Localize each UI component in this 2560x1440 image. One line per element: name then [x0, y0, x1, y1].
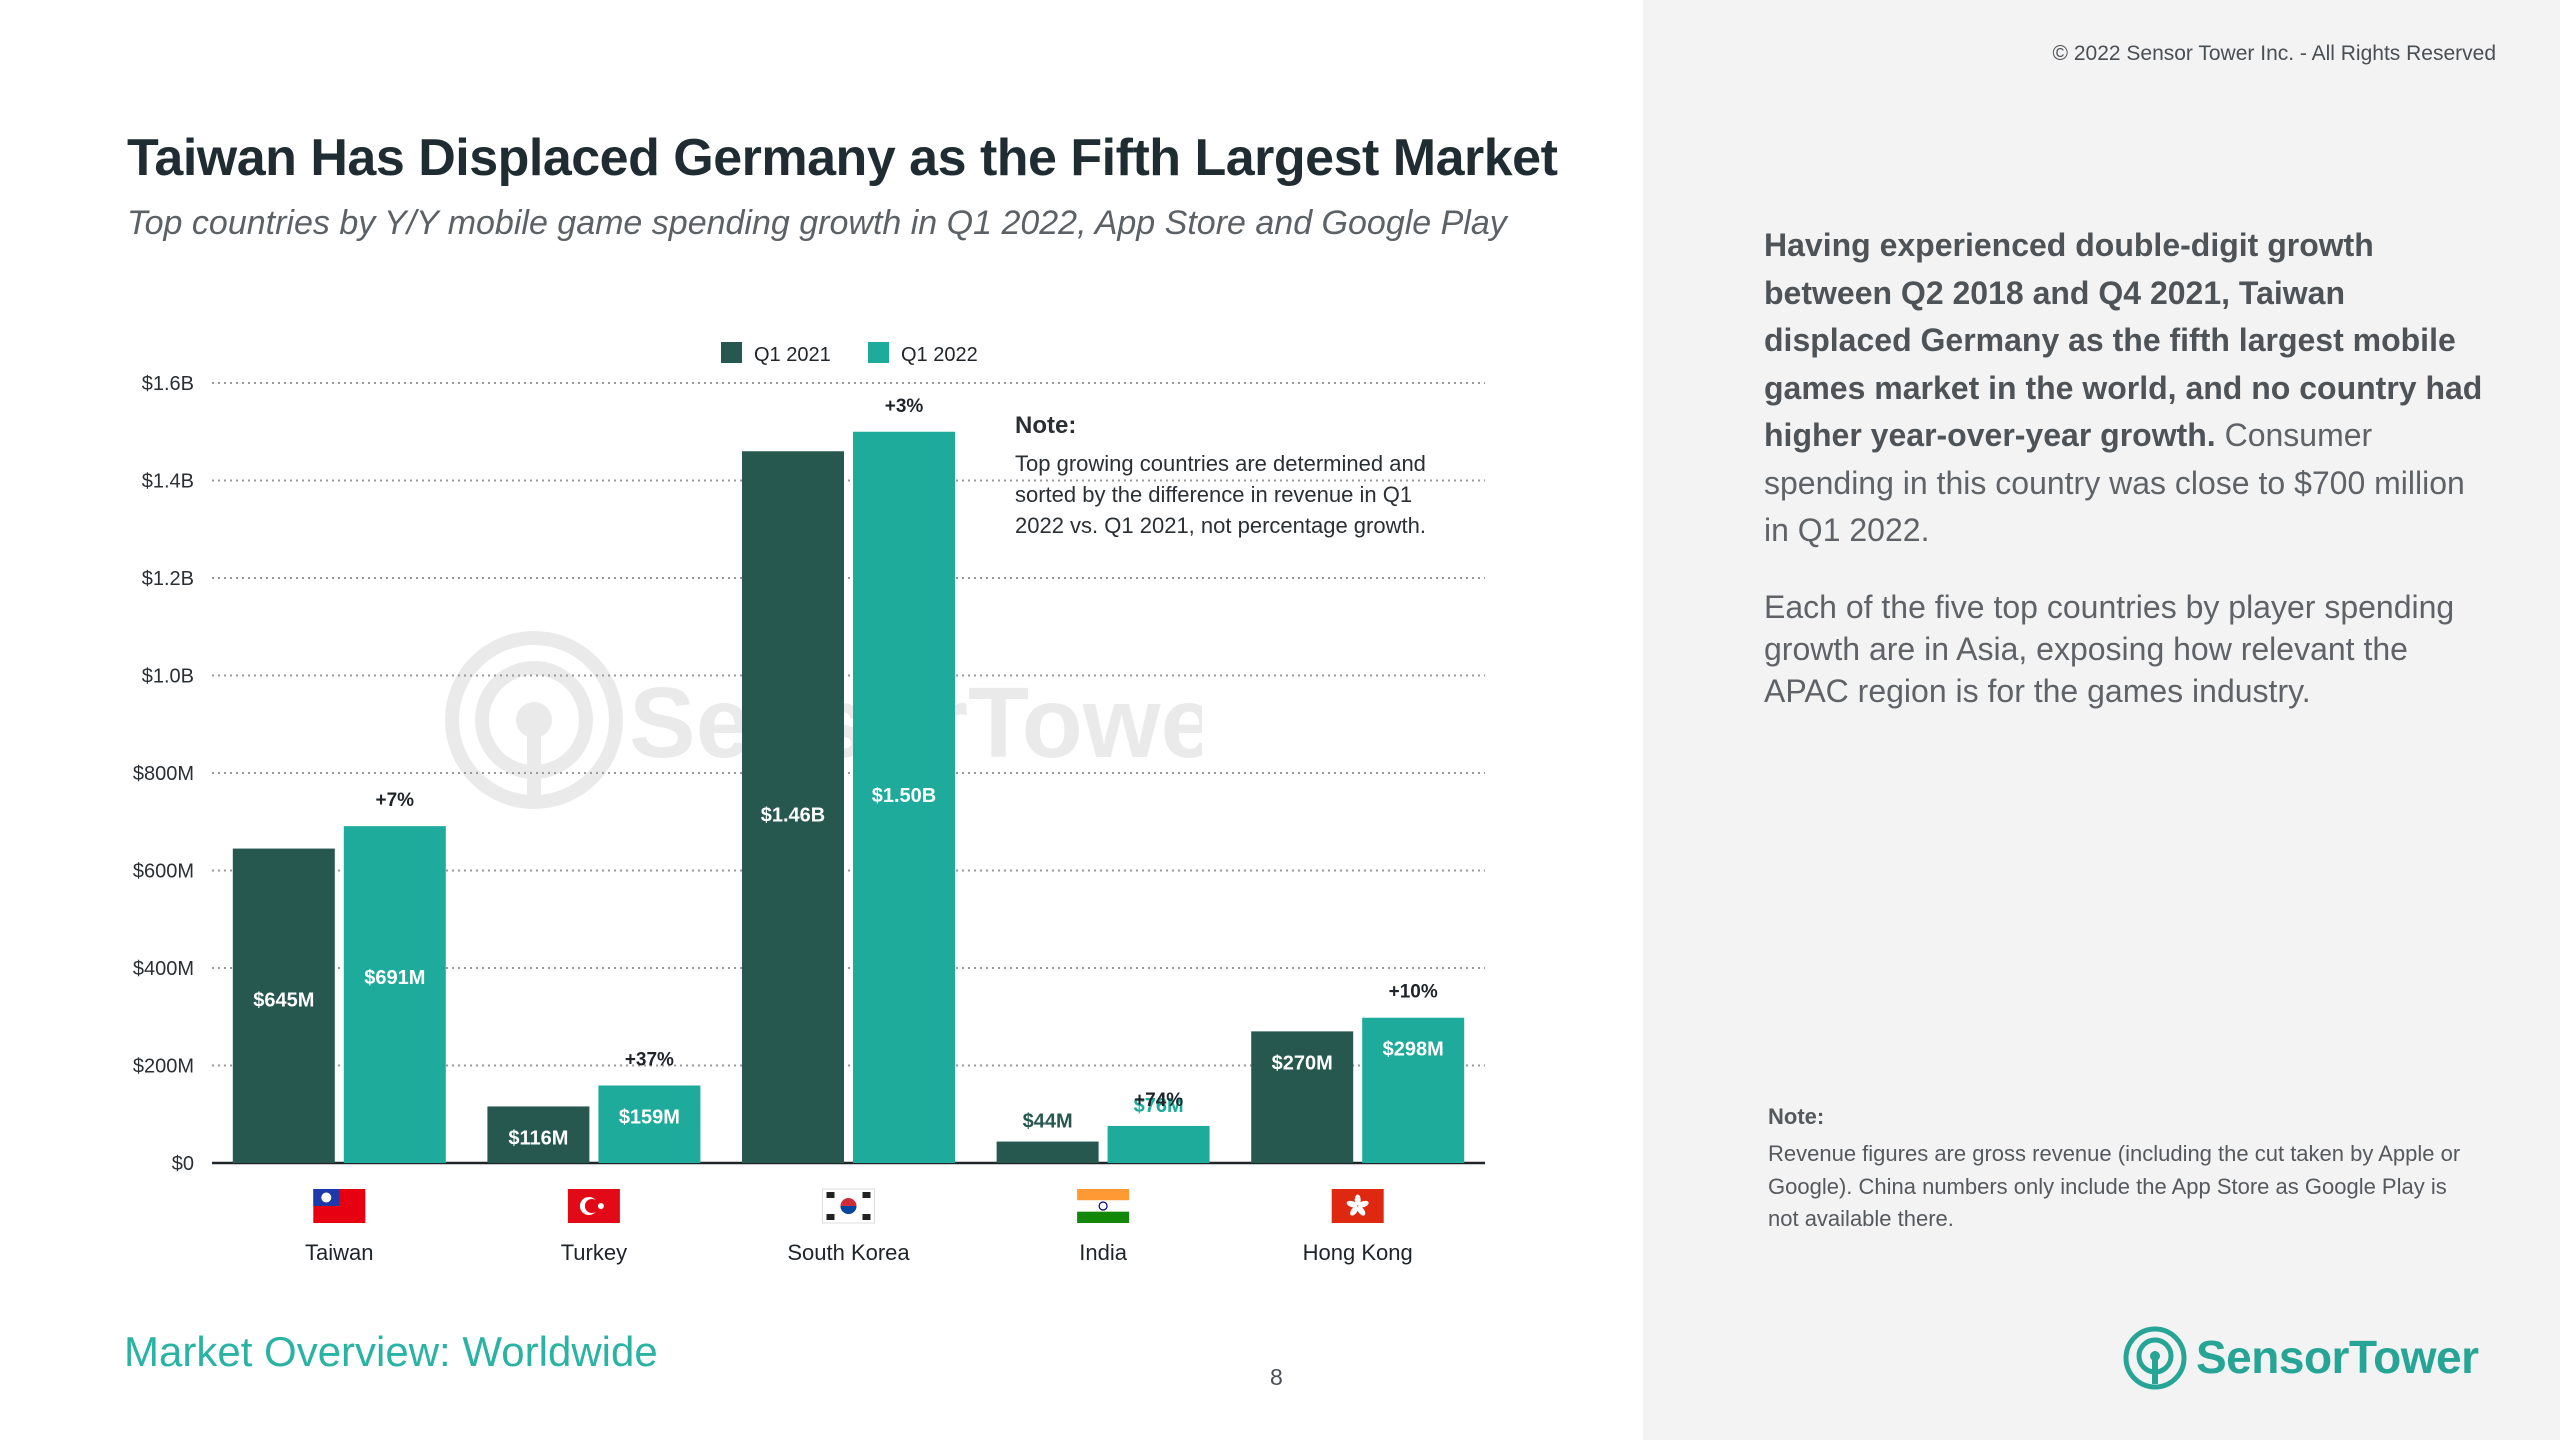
footnote: Note: Revenue figures are gross revenue … [1768, 1104, 2468, 1236]
bar-q1-2022 [853, 431, 955, 1163]
south-korea-flag-icon [822, 1188, 875, 1224]
section-footer: Market Overview: Worldwide [124, 1328, 658, 1375]
data-label: $44M [1023, 1111, 1073, 1133]
category-label: India [1079, 1240, 1127, 1265]
india-flag-icon [1077, 1189, 1130, 1223]
y-tick-label: $1.6B [142, 373, 194, 395]
category-label: South Korea [787, 1240, 910, 1265]
bar-q1-2022 [343, 826, 446, 1163]
growth-label: +10% [1389, 982, 1438, 1003]
logo-text: SensorTower [2196, 1331, 2479, 1383]
legend-label: Q1 2022 [901, 344, 978, 366]
bar-q1-2022 [1107, 1125, 1210, 1163]
sensor-tower-logo-icon [2122, 1325, 2188, 1396]
chart-svg: $0 $200M $400M $600M $800M $1.0B $1.2B $1.4B $1.… [133, 342, 1485, 1265]
data-label: $76M [1134, 1095, 1184, 1117]
right-panel [1643, 0, 2560, 1440]
legend-swatch [721, 342, 742, 363]
y-tick-label: $600M [133, 861, 194, 883]
bar-q1-2021 [1251, 1031, 1354, 1163]
chart-note: Note: Top growing countries are determin… [1015, 412, 1465, 541]
turkey-flag-icon [567, 1189, 620, 1223]
bar-q1-2021 [742, 451, 844, 1163]
copyright-text: © 2022 Sensor Tower Inc. - All Rights Re… [2052, 42, 2496, 65]
growth-label: +3% [885, 396, 924, 417]
page-subtitle: Top countries by Y/Y mobile game spendin… [127, 204, 1507, 242]
data-label: $645M [253, 990, 314, 1012]
growth-label: +37% [625, 1049, 674, 1070]
taiwan-flag-icon [313, 1189, 366, 1223]
footnote-body: Revenue figures are gross revenue (inclu… [1768, 1141, 2461, 1231]
bar-q1-2022 [1362, 1017, 1465, 1163]
y-tick-label: $200M [133, 1056, 194, 1078]
page-title: Taiwan Has Displaced Germany as the Fift… [127, 129, 1558, 187]
summary-paragraph-2: Each of the five top countries by player… [1764, 589, 2455, 709]
legend-label: Q1 2021 [754, 344, 831, 366]
hong-kong-flag-icon [1331, 1189, 1384, 1223]
data-label: $1.50B [872, 785, 937, 807]
category-label: Hong Kong [1303, 1240, 1413, 1265]
summary-paragraph: Having experienced double-digit growth b… [1764, 222, 2484, 555]
y-tick-label: $400M [133, 958, 194, 980]
summary-bold: Having experienced double-digit growth b… [1764, 227, 2483, 453]
data-label: $270M [1272, 1052, 1333, 1074]
footnote-heading: Note: [1768, 1104, 1825, 1129]
data-label: $691M [364, 967, 425, 989]
chart-note-heading: Note: [1015, 412, 1077, 439]
bar-q1-2021 [487, 1106, 590, 1163]
y-tick-label: $800M [133, 763, 194, 785]
growth-label: +74% [1134, 1090, 1183, 1111]
y-tick-label: $1.0B [142, 666, 194, 688]
y-tick-label: $0 [172, 1153, 194, 1175]
chart-note-body: Top growing countries are determined and… [1015, 451, 1426, 538]
page-number: 8 [1270, 1364, 1283, 1390]
bar-chart: $0 $200M $400M $600M $800M $1.0B $1.2B $1.4B $1.… [133, 342, 1485, 1265]
growth-label: +7% [376, 790, 415, 811]
data-label: $159M [619, 1106, 680, 1128]
category-label: Turkey [561, 1240, 627, 1265]
data-label: $1.46B [761, 804, 826, 826]
data-label: $116M [508, 1127, 568, 1149]
y-tick-label: $1.2B [142, 568, 194, 590]
bar-q1-2022 [598, 1085, 701, 1163]
data-label: $298M [1383, 1039, 1444, 1061]
legend-swatch [868, 342, 889, 363]
bar-q1-2021 [996, 1141, 1099, 1163]
summary-rest: Consumer spending in this country was cl… [1764, 417, 2465, 548]
y-tick-label: $1.4B [142, 471, 194, 493]
category-label: Taiwan [305, 1240, 373, 1265]
bar-q1-2021 [232, 848, 335, 1163]
